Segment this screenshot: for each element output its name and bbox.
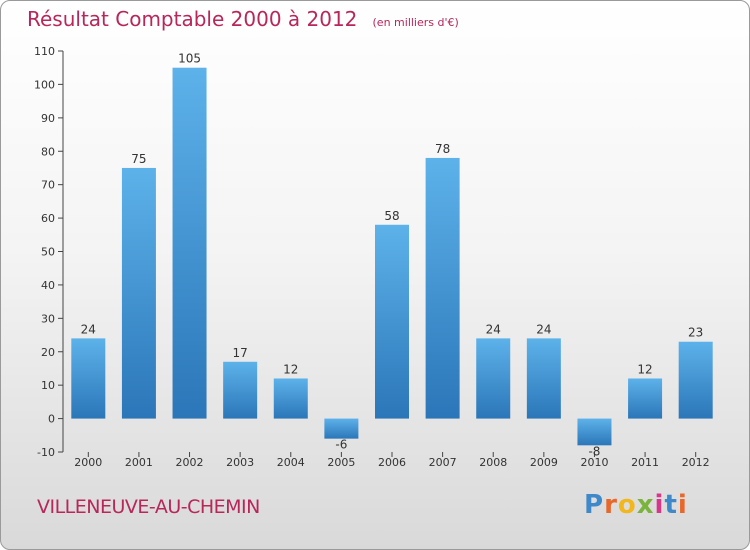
- bar-value-label: 12: [283, 362, 298, 376]
- bar[interactable]: [375, 224, 409, 419]
- bar[interactable]: [476, 338, 511, 419]
- x-tick-label: 2004: [277, 456, 305, 469]
- bar[interactable]: [121, 167, 156, 419]
- y-tick-label: 0: [48, 413, 55, 426]
- bar-value-label: 12: [637, 362, 652, 376]
- bar[interactable]: [425, 157, 460, 419]
- y-tick-label: 40: [41, 279, 55, 292]
- bar[interactable]: [628, 378, 663, 419]
- y-tick-label: 10: [41, 379, 55, 392]
- bar-value-label: -6: [335, 438, 347, 452]
- x-tick-label: 2002: [176, 456, 204, 469]
- bar-value-label: 58: [384, 209, 399, 223]
- bar[interactable]: [526, 338, 561, 419]
- x-tick-label: 2001: [125, 456, 153, 469]
- title-block: Résultat Comptable 2000 à 2012 (en milli…: [27, 7, 459, 31]
- x-tick-label: 2006: [378, 456, 406, 469]
- x-tick-label: 2011: [631, 456, 659, 469]
- bar[interactable]: [71, 338, 106, 419]
- chart-subtitle: (en milliers d'€): [372, 16, 459, 29]
- x-tick-label: 2007: [429, 456, 457, 469]
- x-tick-label: 2008: [479, 456, 507, 469]
- y-tick-label: -10: [37, 446, 55, 459]
- y-tick-label: 20: [41, 346, 55, 359]
- bar[interactable]: [273, 378, 308, 419]
- x-tick-label: 2003: [226, 456, 254, 469]
- bar[interactable]: [577, 418, 612, 446]
- commune-name: VILLENEUVE-AU-CHEMIN: [37, 496, 260, 518]
- bar-value-label: 105: [178, 52, 201, 66]
- bar-value-label: 24: [486, 322, 501, 336]
- bar-value-label: -8: [588, 444, 600, 458]
- proxiti-logo[interactable]: Proxiti: [584, 490, 688, 520]
- x-tick-label: 2012: [682, 456, 710, 469]
- bar[interactable]: [223, 361, 258, 419]
- y-tick-label: 100: [34, 78, 55, 91]
- bar[interactable]: [172, 67, 207, 419]
- bar[interactable]: [678, 341, 713, 419]
- y-tick-label: 30: [41, 312, 55, 325]
- y-tick-label: 110: [34, 45, 55, 58]
- bars-group: [71, 67, 713, 446]
- x-tick-label: 2005: [327, 456, 355, 469]
- bar[interactable]: [324, 418, 359, 439]
- y-tick-label: 80: [41, 145, 55, 158]
- bar-value-label: 78: [435, 142, 450, 156]
- bar-value-label: 17: [233, 346, 248, 360]
- x-tick-label: 2009: [530, 456, 558, 469]
- data-labels-group: 24 75 105 17 12 -6 58 78 24 24 -8 12 23: [81, 52, 704, 459]
- y-tick-label: 50: [41, 246, 55, 259]
- bar-value-label: 75: [131, 152, 146, 166]
- x-tick-label: 2000: [74, 456, 102, 469]
- y-tick-label: 70: [41, 179, 55, 192]
- bar-value-label: 23: [688, 326, 703, 340]
- chart-title: Résultat Comptable 2000 à 2012: [27, 7, 358, 31]
- bar-value-label: 24: [536, 322, 551, 336]
- y-axis: -10 0 10 20 30 40 50 60 70 80 90 100 110: [34, 45, 64, 459]
- x-axis: 2000 2001 2002 2003 2004 2005 2006 2007 2008 2009…: [74, 452, 710, 469]
- y-tick-label: 90: [41, 112, 55, 125]
- y-tick-label: 60: [41, 212, 55, 225]
- x-tick-label: 2010: [580, 456, 608, 469]
- bar-value-label: 24: [81, 322, 96, 336]
